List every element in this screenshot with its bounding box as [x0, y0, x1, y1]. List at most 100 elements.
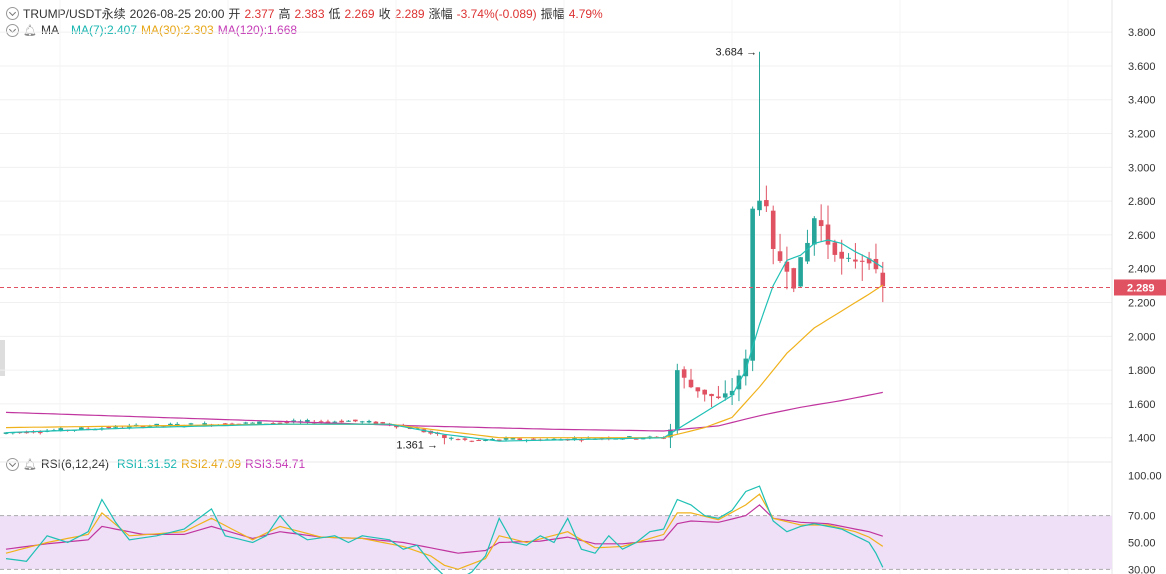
- candle-body: [284, 422, 290, 424]
- price-tick-label: 3.600: [1128, 61, 1156, 73]
- candle-body: [846, 257, 851, 259]
- rsi-tick-label: 70.00: [1128, 511, 1156, 523]
- candle-body: [750, 208, 755, 361]
- open-value: 2.377: [244, 6, 275, 21]
- ma120-line: [5, 391, 883, 432]
- candle-body: [791, 268, 797, 289]
- candle-body: [579, 439, 584, 441]
- ohlc-legend: TRUMP/USDT永续 2026-08-25 20:00 开 2.377 高 2.…: [6, 5, 607, 22]
- ma-indicator-name[interactable]: MA: [40, 23, 59, 37]
- candle-body: [496, 439, 502, 441]
- min-price-annotation: 1.361 →: [396, 439, 438, 451]
- candle-body: [675, 370, 680, 431]
- candle-body: [784, 261, 790, 272]
- high-label: 高: [278, 7, 291, 21]
- price-tick-label: 2.200: [1128, 298, 1156, 310]
- amplitude-label: 振幅: [540, 7, 565, 21]
- high-value: 2.383: [294, 6, 325, 21]
- close-value: 2.289: [394, 6, 425, 21]
- rsi-tick-label: 30.00: [1128, 564, 1156, 574]
- candle-body: [709, 393, 714, 397]
- rsi2-line: [5, 493, 884, 570]
- candle-body: [490, 438, 495, 440]
- candle-body: [325, 421, 331, 423]
- candle-body: [373, 421, 379, 425]
- collapse-chevron-icon[interactable]: [6, 7, 19, 20]
- candle-body: [346, 420, 351, 422]
- rsi-indicator-name[interactable]: RSI(6,12,24): [40, 457, 110, 471]
- candle-body: [222, 423, 228, 426]
- bell-icon[interactable]: 🔔︎: [23, 24, 37, 37]
- candle-body: [353, 419, 358, 422]
- candle-body: [366, 420, 372, 423]
- rsi-tick-label: 100.00: [1128, 470, 1162, 482]
- candle-body: [695, 387, 701, 392]
- candle-body: [332, 421, 338, 423]
- rsi2-value: RSI2:47.09: [181, 457, 242, 471]
- candle-body: [270, 423, 276, 425]
- candle-body: [133, 424, 139, 426]
- candle-body: [880, 272, 886, 287]
- candle-body: [627, 436, 632, 438]
- candle-body: [572, 438, 577, 440]
- rsi-tick-label: 50.00: [1128, 537, 1156, 549]
- price-tick-label: 3.400: [1128, 95, 1156, 107]
- candle-body: [243, 422, 249, 424]
- candle-body: [805, 242, 810, 262]
- candle-body: [599, 437, 605, 439]
- rsi-overbought-oversold-band: [0, 515, 1112, 570]
- candle-body: [688, 379, 694, 388]
- price-tick-label: 3.000: [1128, 162, 1156, 174]
- ma7-value: MA(7):2.407: [70, 23, 137, 37]
- candle-body: [873, 258, 879, 270]
- change-value: -3.74%(-0.089): [456, 6, 537, 21]
- candle-body: [531, 438, 536, 440]
- amplitude-value: 4.79%: [568, 6, 603, 21]
- candle-body: [359, 421, 365, 423]
- candle-body: [764, 200, 769, 207]
- low-value: 2.269: [344, 6, 375, 21]
- candle-body: [58, 428, 64, 432]
- price-tick-label: 1.400: [1128, 433, 1156, 445]
- candle-body: [37, 432, 43, 434]
- candle-body: [483, 440, 488, 442]
- price-tick-label: 2.000: [1128, 331, 1156, 343]
- candle-body: [339, 420, 344, 423]
- candle-body: [743, 358, 749, 377]
- candle-body: [503, 437, 509, 440]
- ma120-value: MA(120):1.668: [217, 23, 298, 37]
- candle-body: [257, 421, 262, 425]
- low-label: 低: [328, 7, 341, 21]
- close-label: 收: [378, 7, 391, 21]
- candle-body: [640, 438, 646, 440]
- candle-body: [202, 423, 207, 425]
- candle-body: [106, 426, 112, 429]
- ma30-line: [5, 284, 884, 439]
- candle-body: [633, 438, 639, 440]
- candle-body: [716, 396, 721, 399]
- candle-body: [866, 258, 872, 264]
- candle-body: [476, 440, 481, 442]
- change-label: 涨幅: [428, 7, 453, 21]
- rsi3-value: RSI3:54.71: [245, 457, 306, 471]
- candle-body: [702, 389, 707, 395]
- ma-collapse-chevron-icon[interactable]: [6, 23, 19, 37]
- candle-body: [462, 438, 468, 440]
- price-tick-label: 3.200: [1128, 129, 1156, 141]
- rsi-collapse-chevron-icon[interactable]: [6, 457, 19, 471]
- left-panel-handle[interactable]: [0, 340, 5, 376]
- candle-body: [140, 426, 146, 428]
- rsi1-line: [5, 485, 884, 574]
- candle-body: [154, 423, 159, 427]
- candle-body: [853, 259, 858, 262]
- candle-body: [818, 220, 824, 227]
- ma7-line: [5, 239, 884, 442]
- datetime-label: 2026-08-25 20:00: [129, 6, 225, 21]
- ma30-value: MA(30):2.303: [141, 23, 214, 37]
- price-tick-label: 2.400: [1128, 264, 1156, 276]
- candle-body: [79, 427, 84, 430]
- candle-body: [770, 210, 776, 249]
- candle-body: [250, 422, 255, 424]
- symbol-label: TRUMP/USDT永续: [23, 7, 126, 21]
